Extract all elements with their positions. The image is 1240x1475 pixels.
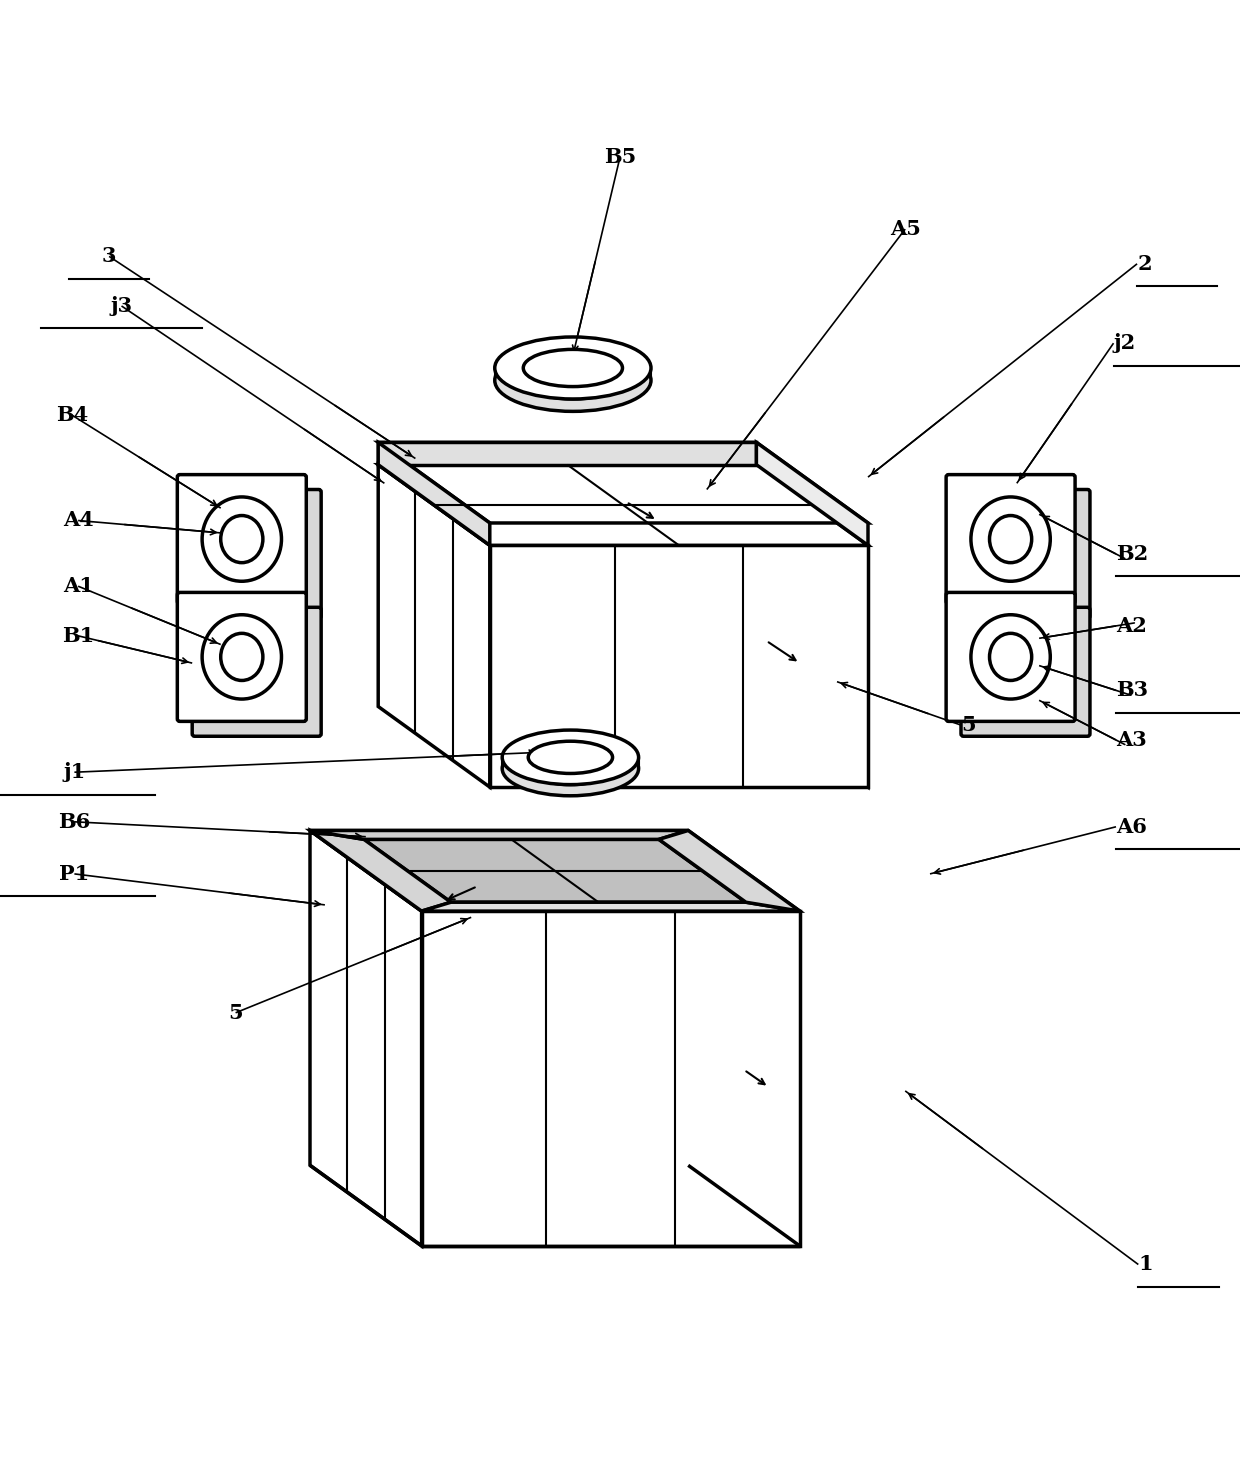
Polygon shape <box>422 912 800 1246</box>
FancyBboxPatch shape <box>192 490 321 618</box>
Polygon shape <box>658 830 800 912</box>
Polygon shape <box>378 442 756 465</box>
Ellipse shape <box>221 633 263 680</box>
Ellipse shape <box>528 742 613 773</box>
Text: j2: j2 <box>1114 333 1136 353</box>
Polygon shape <box>378 465 868 546</box>
Polygon shape <box>310 830 688 839</box>
Text: A5: A5 <box>890 220 920 239</box>
Text: B2: B2 <box>1116 544 1148 563</box>
Polygon shape <box>378 442 868 524</box>
Ellipse shape <box>528 752 613 785</box>
Polygon shape <box>756 442 868 546</box>
Ellipse shape <box>971 497 1050 581</box>
Ellipse shape <box>202 615 281 699</box>
Polygon shape <box>378 465 490 788</box>
Text: j3: j3 <box>110 296 133 316</box>
Text: B1: B1 <box>62 625 94 646</box>
Text: A6: A6 <box>1116 817 1147 836</box>
Text: B4: B4 <box>56 406 88 425</box>
Text: B5: B5 <box>604 148 636 167</box>
Ellipse shape <box>990 633 1032 680</box>
FancyBboxPatch shape <box>177 475 306 603</box>
Text: A2: A2 <box>1116 617 1147 636</box>
Ellipse shape <box>502 742 639 796</box>
Polygon shape <box>363 839 746 903</box>
Ellipse shape <box>523 361 622 398</box>
FancyBboxPatch shape <box>961 608 1090 736</box>
Text: A1: A1 <box>63 577 93 596</box>
Ellipse shape <box>502 730 639 785</box>
Polygon shape <box>756 465 868 788</box>
Polygon shape <box>310 830 422 1246</box>
FancyBboxPatch shape <box>946 593 1075 721</box>
Text: 5: 5 <box>961 715 976 735</box>
Ellipse shape <box>523 350 622 386</box>
Text: 2: 2 <box>1137 254 1152 274</box>
Polygon shape <box>378 442 490 546</box>
Polygon shape <box>490 546 868 788</box>
Ellipse shape <box>990 516 1032 562</box>
Polygon shape <box>422 903 800 912</box>
Ellipse shape <box>221 516 263 562</box>
Text: j1: j1 <box>63 763 86 782</box>
Ellipse shape <box>495 350 651 412</box>
Text: 1: 1 <box>1138 1255 1153 1274</box>
Text: B6: B6 <box>58 811 91 832</box>
Text: 3: 3 <box>102 246 117 267</box>
Text: 5: 5 <box>228 1003 243 1022</box>
FancyBboxPatch shape <box>177 593 306 721</box>
FancyBboxPatch shape <box>961 490 1090 618</box>
Text: B3: B3 <box>1116 680 1148 701</box>
FancyBboxPatch shape <box>192 608 321 736</box>
Text: A4: A4 <box>63 510 93 531</box>
Polygon shape <box>310 830 451 912</box>
Ellipse shape <box>971 615 1050 699</box>
FancyBboxPatch shape <box>946 475 1075 603</box>
Polygon shape <box>310 830 800 912</box>
Text: P1: P1 <box>60 864 89 884</box>
Ellipse shape <box>202 497 281 581</box>
Ellipse shape <box>495 336 651 398</box>
Text: A3: A3 <box>1116 730 1147 749</box>
